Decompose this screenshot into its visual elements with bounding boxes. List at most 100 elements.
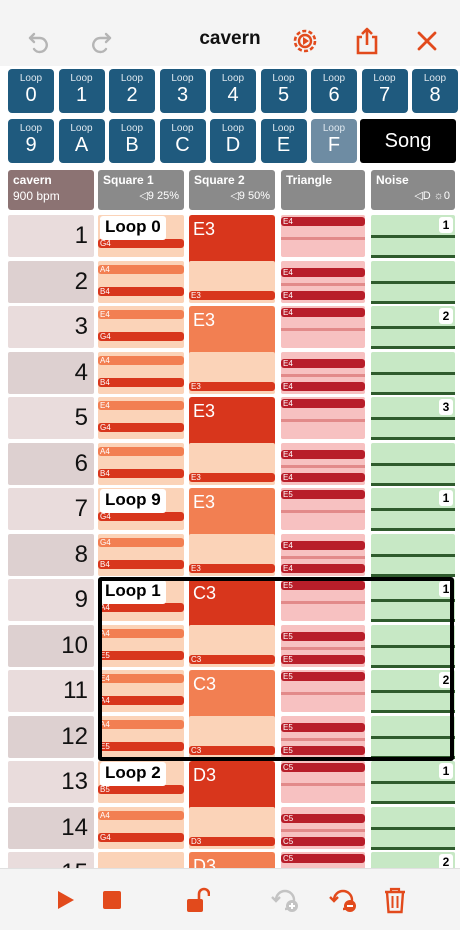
noise-cell[interactable] [371,533,455,577]
loop-button-d[interactable]: Loop D [210,119,256,163]
loop-button-e[interactable]: Loop E [260,119,307,163]
loop-button-4[interactable]: Loop 4 [210,69,256,113]
loop-button-a[interactable]: Loop A [58,119,105,163]
loop-button-label: Loop [272,123,295,134]
noise-line [371,437,455,440]
noise-cell[interactable]: 2 [371,306,455,349]
row-number[interactable]: 11 [8,670,94,712]
noise-line [371,801,455,804]
song-button[interactable]: Song [360,119,456,163]
row-number[interactable]: 15 [8,852,94,868]
play-icon[interactable] [48,883,82,917]
loop-start-label[interactable]: Loop 1 [100,580,166,604]
square1-note: E5 [98,650,184,660]
row-number[interactable]: 14 [8,806,94,849]
square1-note: G4 [98,239,184,248]
loop-button-3[interactable]: Loop 3 [159,69,206,113]
loop-button-label: Loop [70,73,93,84]
loop-button-5[interactable]: Loop 5 [260,69,307,113]
loop-start-label[interactable]: Loop 2 [100,762,166,786]
noise-badge: 1 [439,217,453,233]
square1-note: E4 [98,401,184,410]
song-header[interactable]: cavern 900 bpm [8,170,94,210]
loop-button-number: C [175,134,190,156]
triangle-note: E4 [281,267,365,277]
noise-cell[interactable] [371,715,455,759]
remove-loop-icon[interactable] [326,883,360,917]
square1-note: G4 [98,832,184,842]
noise-line [371,644,455,648]
bottom-toolbar [0,868,460,930]
triangle-line [281,373,365,377]
row-number[interactable]: 5 [8,397,94,439]
close-icon[interactable] [410,24,444,58]
redo-icon[interactable] [84,24,118,58]
loop-start-label[interactable]: Loop 9 [100,489,166,513]
row-number[interactable]: 13 [8,761,94,803]
noise-cell[interactable] [371,442,455,486]
triangle-line [281,282,365,286]
loop-button-9[interactable]: Loop 9 [8,119,54,163]
triangle-note: E5 [281,722,365,732]
noise-cell[interactable]: 1 [371,488,455,531]
noise-cell[interactable] [371,624,455,668]
noise-cell[interactable]: 1 [371,579,455,622]
loop-button-8[interactable]: Loop 8 [412,69,458,113]
row-number[interactable]: 3 [8,306,94,348]
unlock-icon[interactable] [180,883,214,917]
noise-cell[interactable]: 2 [371,670,455,713]
row-number[interactable]: 10 [8,624,94,667]
noise-cell[interactable] [371,806,455,850]
loop-button-label: Loop [171,73,194,84]
triangle-header[interactable]: Triangle [281,170,365,210]
row-number[interactable]: 6 [8,442,94,485]
loop-button-6[interactable]: Loop 6 [311,69,357,113]
noise-line [371,417,455,420]
noise-cell[interactable]: 1 [371,215,455,258]
noise-cell[interactable] [371,351,455,395]
loop-button-number: E [276,134,291,156]
add-loop-icon[interactable] [268,883,302,917]
noise-cell[interactable]: 3 [371,397,455,440]
noise-line [371,280,455,284]
share-icon[interactable] [350,24,384,58]
noise-cell[interactable] [371,260,455,304]
noise-line [371,346,455,349]
row-number[interactable]: 1 [8,215,94,257]
triangle-note: E5 [281,745,365,755]
loop-button-1[interactable]: Loop 1 [58,69,105,113]
loop-button-number: 6 [328,84,340,106]
loop-button-0[interactable]: Loop 0 [8,69,54,113]
row-number[interactable]: 2 [8,260,94,303]
row-number[interactable]: 7 [8,488,94,530]
loop-start-label[interactable]: Loop 0 [100,216,166,240]
noise-line [371,573,455,577]
trash-icon[interactable] [378,883,412,917]
noise-header[interactable]: Noise ◁D ☼0 [371,170,455,210]
loop-button-c[interactable]: Loop C [159,119,206,163]
noise-badge: 1 [439,763,453,779]
gear-icon[interactable] [288,24,322,58]
noise-line [371,710,455,713]
undo-icon[interactable] [22,24,56,58]
noise-badge: 1 [439,490,453,506]
square2-header[interactable]: Square 2 ◁9 50% [189,170,275,210]
loop-button-f[interactable]: Loop F [311,119,357,163]
noise-line [371,735,455,739]
pattern-grid: 1 G4 E3 E4 1 Loop 0 2 A4 B4 E3 E4 E4 3 E4 G4 E3 E4 2 4 A4 B4… [0,214,460,868]
row-number[interactable]: 9 [8,579,94,621]
row-number[interactable]: 4 [8,351,94,394]
loop-button-b[interactable]: Loop B [109,119,155,163]
loop-button-2[interactable]: Loop 2 [109,69,155,113]
row-number[interactable]: 12 [8,715,94,758]
square1-note: A4 [98,355,184,365]
square1-header[interactable]: Square 1 ◁9 25% [98,170,184,210]
noise-cell[interactable]: 1 [371,761,455,804]
loop-button-number: 7 [378,84,391,106]
loop-button-7[interactable]: Loop 7 [361,69,408,113]
triangle-note: E4 [281,399,365,408]
noise-cell[interactable]: 2 [371,852,455,868]
stop-icon[interactable] [95,883,129,917]
row-number[interactable]: 8 [8,533,94,576]
square1-cell[interactable] [98,852,184,868]
